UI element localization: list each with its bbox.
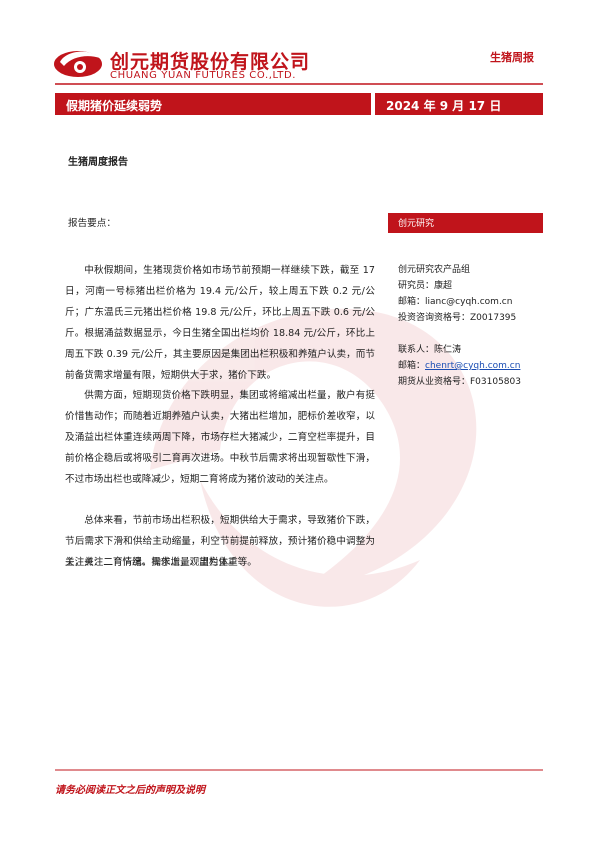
paragraph: 中秋假期间，生猪现货价格如市场节前预期一样继续下跌，截至 17 日，河南一号标猪… bbox=[65, 265, 375, 381]
report-type: 生猪周报 bbox=[490, 51, 534, 64]
focus: 关注点：二育情绪、需求增量、出栏体重等。 bbox=[65, 557, 257, 568]
logo-icon bbox=[54, 51, 102, 77]
sidebar-box-label: 创元研究 bbox=[398, 219, 435, 229]
group: 创元研究农产品组 bbox=[398, 265, 471, 275]
contact: 联系人：陈仁涛 bbox=[398, 345, 462, 355]
banner-title: 假期猪价延续弱势 bbox=[66, 99, 163, 113]
contact-email-label: 邮箱： bbox=[398, 361, 426, 371]
report-name: 生猪周度报告 bbox=[68, 157, 128, 168]
researcher-email: 邮箱：lianc@cyqh.com.cn bbox=[398, 297, 513, 307]
researcher-license: 投资咨询资格号：Z0017395 bbox=[398, 313, 517, 323]
banner-left bbox=[55, 93, 371, 115]
banner-date: 2024 年 9 月 17 日 bbox=[386, 99, 502, 113]
sidebar-box bbox=[388, 213, 543, 233]
researcher: 研究员：康超 bbox=[398, 281, 453, 291]
company-cn: 创元期货股份有限公司 bbox=[110, 51, 311, 73]
watermark bbox=[150, 308, 477, 607]
banner-right bbox=[375, 93, 543, 115]
contact-email[interactable]: chenrt@cyqh.com.cn bbox=[425, 361, 521, 371]
contact-license: 期货从业资格号：F03105803 bbox=[398, 377, 521, 387]
company-en: CHUANG YUAN FUTURES CO.,LTD. bbox=[110, 70, 297, 81]
paragraph: 总体来看，节前市场出栏积极，短期供给大于需求，导致猪价下跌，节后需求下滑和供给主… bbox=[65, 515, 375, 568]
summary-label: 报告要点： bbox=[68, 218, 116, 229]
footer-note: 请务必阅读正文之后的声明及说明 bbox=[55, 785, 205, 796]
contact-email-row: 邮箱：chenrt@cyqh.com.cn bbox=[398, 359, 520, 374]
paragraph: 供需方面，短期现货价格下跌明显，集团或将缩减出栏量，散户有挺价惜售动作；而随着近… bbox=[65, 390, 375, 485]
